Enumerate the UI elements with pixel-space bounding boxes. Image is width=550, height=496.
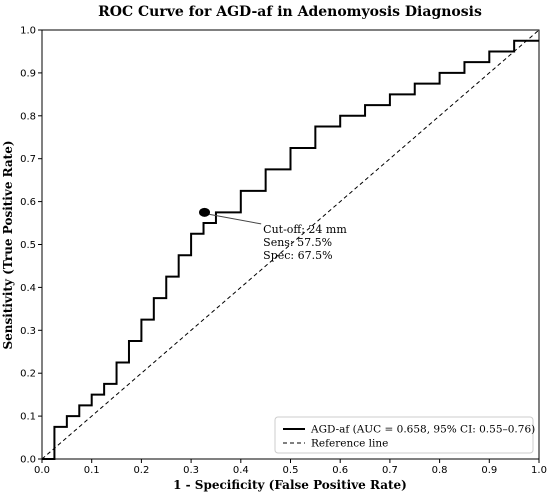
x-tick-label: 0.5 <box>283 465 299 476</box>
annotation-text-line: Cut-off: 24 mm <box>263 223 347 236</box>
y-axis-label: Sensitivity (True Positive Rate) <box>1 140 15 349</box>
y-tick-label: 1.0 <box>20 26 36 37</box>
y-tick-label: 0.7 <box>20 154 36 165</box>
y-tick-label: 0.1 <box>20 412 36 423</box>
annotation-leader-line <box>209 213 262 225</box>
y-tick-label: 0.2 <box>20 369 36 380</box>
y-tick-label: 0.6 <box>20 197 36 208</box>
x-tick-label: 1.0 <box>531 465 547 476</box>
x-tick-label: 0.8 <box>432 465 448 476</box>
x-axis-label: 1 - Specificity (False Positive Rate) <box>173 478 407 492</box>
y-tick-label: 0.0 <box>20 455 36 466</box>
x-tick-label: 0.3 <box>183 465 199 476</box>
legend-label: Reference line <box>311 438 388 450</box>
x-tick-label: 0.6 <box>332 465 348 476</box>
y-tick-label: 0.4 <box>20 283 36 294</box>
plot-area: 0.0 0.1 0.2 0.3 0.4 0.5 0.6 0.7 0.8 0.9 1.0 0.0 0.1 0… <box>20 26 547 477</box>
y-tick-label: 0.3 <box>20 326 36 337</box>
reference-line <box>41 29 540 460</box>
y-tick-label: 0.5 <box>20 240 36 251</box>
x-tick-label: 0.2 <box>133 465 149 476</box>
x-tick-label: 0.1 <box>84 465 100 476</box>
y-tick-label: 0.9 <box>20 68 36 79</box>
cutoff-point-marker <box>199 207 211 217</box>
roc-curve-line <box>42 39 539 460</box>
x-tick-label: 0.4 <box>233 465 249 476</box>
annotation-text-line: Sens: 57.5% <box>263 236 332 249</box>
y-tick-label: 0.8 <box>20 111 36 122</box>
x-tick-label: 0.7 <box>382 465 398 476</box>
x-tick-label: 0.9 <box>481 465 497 476</box>
annotation-text-line: Spec: 67.5% <box>263 249 332 262</box>
chart-title: ROC Curve for AGD-af in Adenomyosis Diag… <box>98 4 482 20</box>
legend-label: AGD-af (AUC = 0.658, 95% CI: 0.55–0.76) <box>310 424 535 436</box>
x-tick-label: 0.0 <box>34 465 50 476</box>
legend-box <box>274 416 534 454</box>
